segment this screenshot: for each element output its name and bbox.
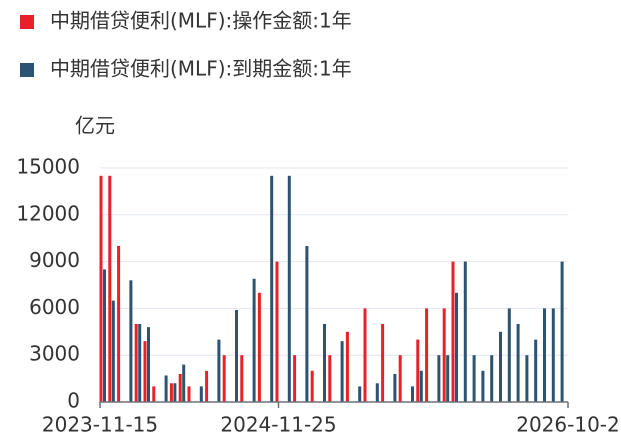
bar xyxy=(560,261,564,402)
y-tick-label: 9000 xyxy=(29,248,80,272)
legend-label: 中期借贷便利(MLF):操作金额:1年 xyxy=(50,9,352,33)
bar xyxy=(393,373,397,402)
bar xyxy=(516,324,520,402)
bar xyxy=(551,308,555,402)
bar xyxy=(173,383,177,402)
bar xyxy=(143,341,147,402)
bar xyxy=(340,341,344,402)
bar xyxy=(103,269,106,402)
bar xyxy=(499,331,502,402)
bar xyxy=(178,373,182,402)
bar xyxy=(481,370,485,402)
x-tick-label: 2024-11-25 xyxy=(220,413,336,437)
bar xyxy=(240,355,244,402)
bar xyxy=(363,308,367,402)
bar xyxy=(398,355,402,402)
bar xyxy=(111,300,115,402)
bar xyxy=(419,370,423,402)
bar xyxy=(425,308,429,402)
bar xyxy=(375,383,379,402)
bar xyxy=(358,386,362,402)
y-tick-label: 6000 xyxy=(29,295,80,319)
bar xyxy=(345,331,349,402)
bar xyxy=(507,308,511,402)
bar xyxy=(129,280,133,402)
bar xyxy=(455,292,458,402)
bar xyxy=(99,175,103,402)
bar xyxy=(310,370,314,402)
legend-swatch xyxy=(20,63,34,77)
bar xyxy=(293,355,297,402)
bar xyxy=(411,386,414,402)
y-axis-label: 亿元 xyxy=(75,114,115,138)
bar xyxy=(328,355,332,402)
bar xyxy=(463,261,467,402)
bar xyxy=(147,327,150,402)
bar xyxy=(205,370,209,402)
bar xyxy=(275,261,279,402)
bar xyxy=(187,386,191,402)
bar xyxy=(235,309,238,402)
bar xyxy=(257,292,261,402)
bar xyxy=(164,375,168,402)
legend-swatch xyxy=(20,15,34,29)
bar xyxy=(472,355,476,402)
x-tick-label: 2023-11-15 xyxy=(42,413,158,437)
bar xyxy=(134,324,138,402)
bar xyxy=(323,324,326,402)
bar xyxy=(381,324,385,402)
bar xyxy=(305,246,309,402)
bar xyxy=(416,339,420,402)
bar xyxy=(451,261,455,402)
x-tick-label: 2026-10-2 xyxy=(516,413,620,437)
bar xyxy=(534,339,538,402)
bar xyxy=(152,386,156,402)
bar xyxy=(543,308,546,402)
y-tick-label: 3000 xyxy=(29,342,80,366)
bar xyxy=(138,324,142,402)
y-tick-label: 15000 xyxy=(16,155,80,179)
bar xyxy=(108,175,112,402)
bar xyxy=(442,308,446,402)
y-tick-label: 12000 xyxy=(16,201,80,225)
bar xyxy=(287,175,291,402)
bar xyxy=(199,386,203,402)
legend-label: 中期借贷便利(MLF):到期金额:1年 xyxy=(50,57,352,81)
bar xyxy=(252,278,256,402)
bar xyxy=(270,175,274,402)
bar xyxy=(182,364,186,402)
bar xyxy=(117,246,121,402)
bar xyxy=(217,339,221,402)
y-tick-label: 0 xyxy=(67,389,80,413)
bar xyxy=(169,383,173,402)
bar xyxy=(437,355,441,402)
bar xyxy=(490,355,494,402)
bar xyxy=(525,355,529,402)
bar xyxy=(222,355,226,402)
bar xyxy=(446,355,450,402)
